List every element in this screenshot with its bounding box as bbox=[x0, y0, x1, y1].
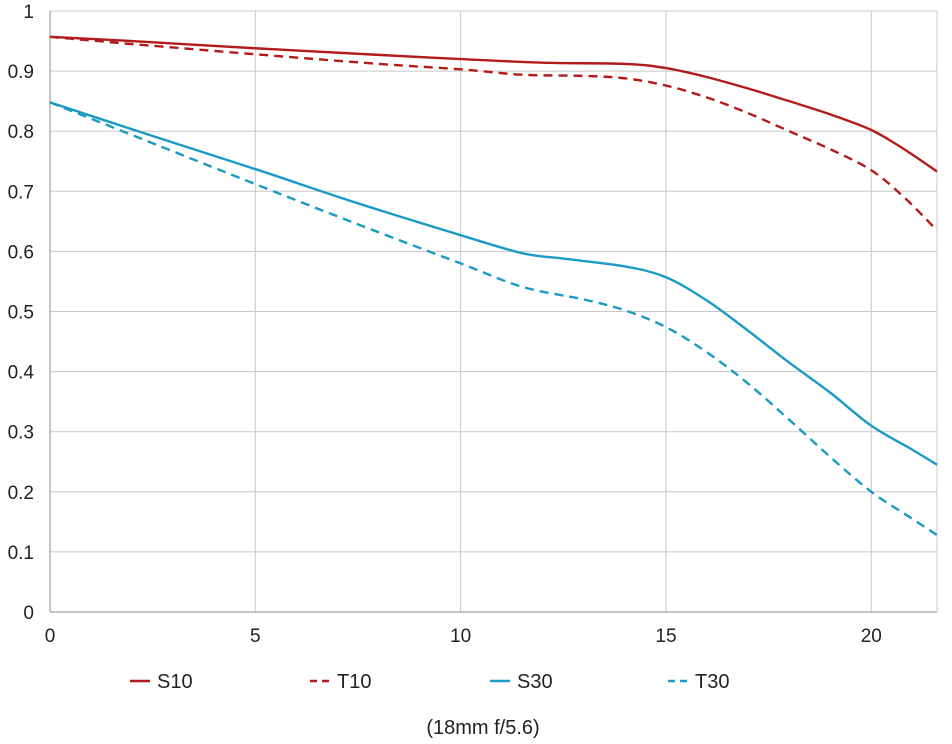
y-tick-label: 1 bbox=[23, 2, 34, 23]
series-line-t10 bbox=[49, 35, 938, 232]
y-tick-label: 0.2 bbox=[8, 483, 34, 504]
grid bbox=[50, 10, 938, 612]
y-tick-label: 0.5 bbox=[8, 303, 34, 324]
tick-labels: 00.10.20.30.40.50.60.70.80.910 5 10 15 20 bbox=[8, 2, 882, 647]
y-tick-label: 0.6 bbox=[8, 242, 34, 263]
legend-entry-s10: S10 bbox=[130, 671, 193, 693]
x-tick-label: 0 bbox=[45, 626, 56, 647]
x-tick-label: 15 bbox=[655, 626, 676, 647]
axes bbox=[49, 11, 937, 613]
y-tick-label: 0.1 bbox=[8, 543, 34, 564]
x-tick-label: 10 bbox=[450, 626, 471, 647]
legend-entry-t30: T30 bbox=[668, 671, 729, 693]
series-line-s10 bbox=[49, 35, 938, 173]
series-line-s30 bbox=[49, 101, 938, 466]
legend-label: S10 bbox=[157, 671, 193, 693]
y-tick-label: 0 bbox=[23, 603, 34, 624]
y-tick-label: 0.9 bbox=[8, 62, 34, 83]
y-tick-label: 0.7 bbox=[8, 182, 34, 203]
series-lines bbox=[49, 35, 938, 537]
x-tick-label: 5 bbox=[250, 626, 261, 647]
chart-caption: (18mm f/5.6) bbox=[426, 717, 539, 739]
legend-label: S30 bbox=[517, 671, 553, 693]
legend-entry-s30: S30 bbox=[490, 671, 553, 693]
y-tick-label: 0.4 bbox=[8, 363, 35, 384]
legend: S10 T10 S30 T30 bbox=[130, 671, 729, 693]
legend-label: T30 bbox=[695, 671, 729, 693]
y-tick-label: 0.3 bbox=[8, 423, 34, 444]
y-tick-label: 0.8 bbox=[8, 122, 34, 143]
legend-label: T10 bbox=[337, 671, 371, 693]
legend-entry-t10: T10 bbox=[310, 671, 371, 693]
x-tick-label: 20 bbox=[861, 626, 882, 647]
series-line-t30 bbox=[49, 101, 938, 537]
